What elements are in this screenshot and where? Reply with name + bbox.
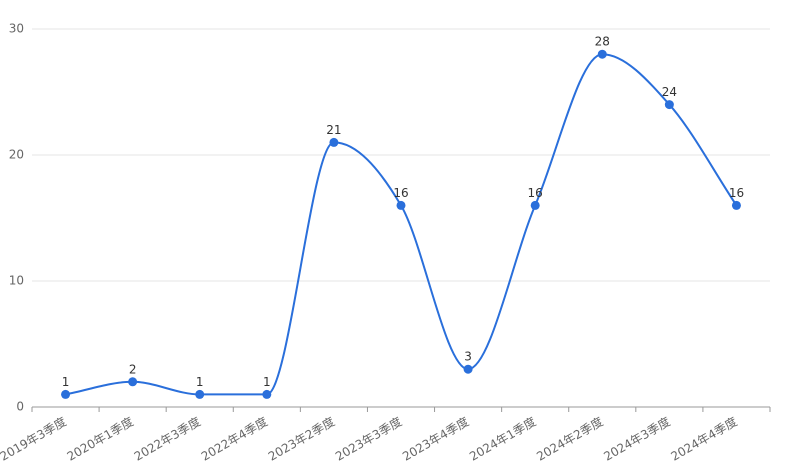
x-tick-label: 2023年2季度 [265, 414, 337, 464]
point [731, 200, 741, 210]
data-label: 1 [196, 375, 204, 389]
data-label: 24 [662, 85, 677, 99]
y-tick-label: 10 [9, 274, 24, 288]
point [396, 200, 406, 210]
x-tick-label: 2019年3季度 [0, 414, 69, 464]
x-tick-label: 2024年2季度 [534, 414, 606, 464]
data-label: 16 [393, 186, 408, 200]
x-tick-label: 2023年4季度 [400, 414, 472, 464]
data-label: 21 [326, 123, 341, 137]
point [597, 49, 607, 59]
y-tick-label: 0 [16, 400, 24, 414]
point [530, 200, 540, 210]
point [61, 389, 71, 399]
x-tick-label: 2024年3季度 [601, 414, 673, 464]
point [262, 389, 272, 399]
point [195, 389, 205, 399]
point [128, 377, 138, 387]
line [65, 53, 738, 396]
data-label: 1 [62, 375, 70, 389]
x-tick-label: 2024年1季度 [467, 414, 539, 464]
data-label: 3 [464, 350, 472, 364]
x-tick-label: 2023年3季度 [333, 414, 405, 464]
x-tick-label: 2024年4季度 [668, 414, 740, 464]
x-tick-label: 2020年1季度 [64, 414, 136, 464]
data-label: 28 [595, 35, 610, 49]
data-label: 16 [528, 186, 543, 200]
data-label: 16 [729, 186, 744, 200]
y-tick-label: 30 [9, 22, 24, 36]
point [329, 137, 339, 147]
x-tick-label: 2022年4季度 [198, 414, 270, 464]
point [664, 100, 674, 110]
data-label: 1 [263, 375, 271, 389]
data-label: 2 [129, 362, 137, 376]
y-tick-label: 20 [9, 148, 24, 162]
x-tick-label: 2022年3季度 [131, 414, 203, 464]
point [463, 364, 473, 374]
